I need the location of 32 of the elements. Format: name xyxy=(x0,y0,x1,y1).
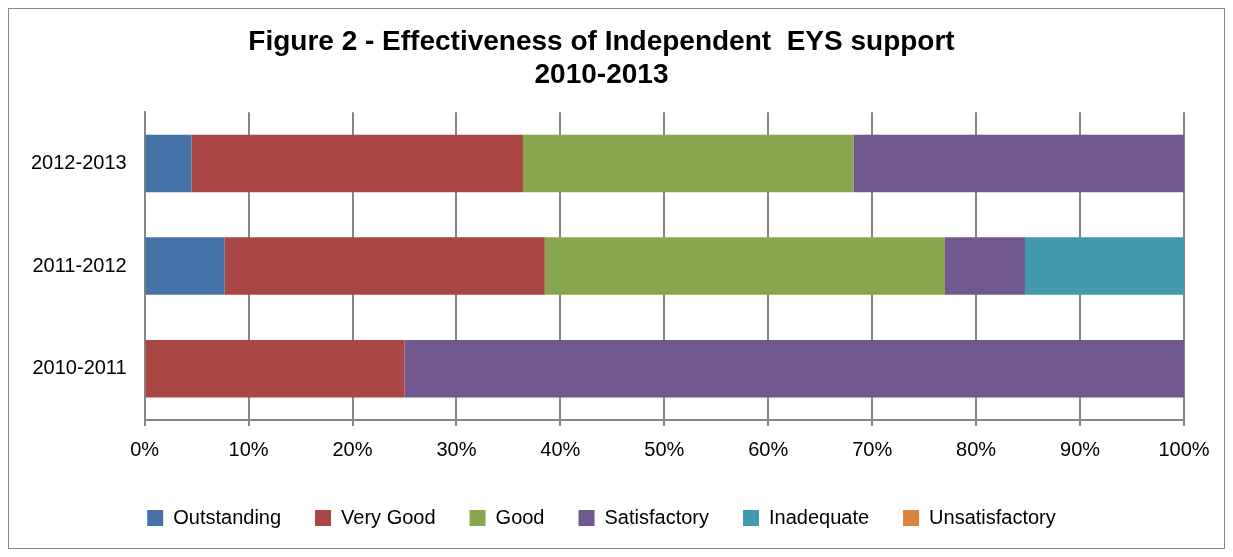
bar xyxy=(944,237,1025,295)
bar xyxy=(145,237,225,295)
bar xyxy=(522,134,854,193)
legend-label: Unsatisfactory xyxy=(929,505,1056,528)
y-tick-label: 2010-2011 xyxy=(32,356,127,379)
bar xyxy=(191,134,523,193)
chart-title: Figure 2 - Effectiveness of Independent EYS support 2010-2013 xyxy=(248,24,955,90)
x-tick-label: 40% xyxy=(540,437,581,460)
legend-label: Good xyxy=(495,505,545,528)
legend-label: Satisfactory xyxy=(604,505,709,528)
x-tick-label: 100% xyxy=(1158,437,1210,460)
x-tick-label: 90% xyxy=(1060,437,1101,460)
x-tick-label: 60% xyxy=(748,437,789,460)
bar xyxy=(404,339,1184,398)
x-tick-label: 50% xyxy=(644,437,685,460)
legend-label: Inadequate xyxy=(768,505,870,528)
x-tick-label: 70% xyxy=(852,437,893,460)
bar xyxy=(853,134,1184,193)
bar xyxy=(145,339,405,398)
bar xyxy=(145,134,192,193)
x-tick-label: 20% xyxy=(332,437,373,460)
legend-label: Outstanding xyxy=(173,505,282,528)
x-tick-label: 10% xyxy=(228,437,269,460)
bar xyxy=(544,237,945,295)
y-tick-label: 2011-2012 xyxy=(32,253,127,276)
x-tick-label: 80% xyxy=(956,437,997,460)
x-tick-label: 30% xyxy=(436,437,477,460)
legend-label: Very Good xyxy=(341,505,436,528)
x-tick-label: 0% xyxy=(130,437,160,460)
y-tick-label: 2012-2013 xyxy=(30,151,127,174)
bar xyxy=(224,237,545,295)
bar xyxy=(1024,237,1184,295)
